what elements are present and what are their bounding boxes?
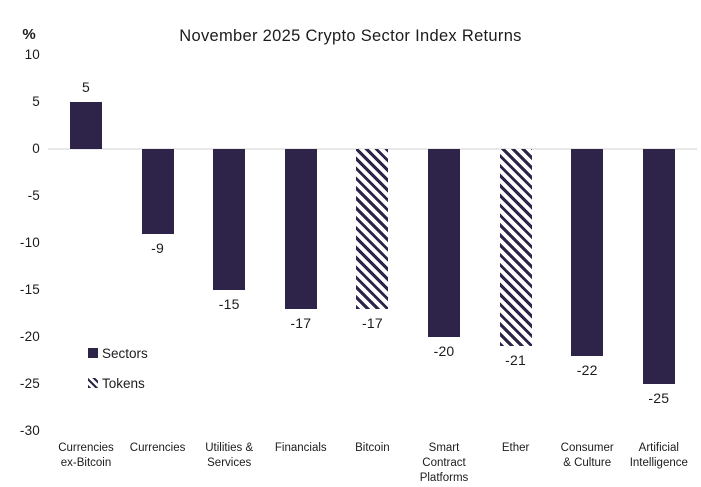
bar-ether	[499, 149, 532, 347]
bar-value-label: -20	[433, 343, 455, 359]
x-axis-label: Financials	[274, 442, 327, 454]
y-axis-tick-label: -15	[19, 282, 40, 297]
bar-value-label: -17	[361, 314, 383, 331]
legend-item-tokens: Tokens	[88, 374, 148, 392]
y-axis-tick-label: -20	[19, 329, 40, 344]
bar-consumer-culture	[571, 149, 604, 356]
x-axis-label: Bitcoin	[355, 442, 390, 454]
bar-bitcoin	[356, 149, 389, 309]
bar-value-label: -15	[218, 296, 240, 312]
y-axis-tick-label: -30	[19, 423, 40, 438]
bar-value-label: 5	[82, 79, 90, 95]
bar-utilities-services	[213, 149, 246, 290]
bar-smart-contract-platforms	[428, 149, 460, 337]
y-axis-tick-label: -5	[27, 188, 40, 203]
y-axis-tick-label: -25	[19, 376, 40, 391]
chart-title: November 2025 Crypto Sector Index Return…	[179, 27, 522, 45]
chart-legend: Sectors Tokens	[88, 344, 148, 404]
bar-value-label: -25	[648, 390, 670, 406]
x-axis-label: Currencies	[129, 442, 186, 454]
x-axis-label: Consumer & Culture	[560, 442, 614, 469]
bar-value-label: -21	[505, 352, 527, 369]
tokens-hatched-swatch-icon	[88, 378, 98, 388]
x-axis-label: Artificial Intelligence	[629, 442, 688, 469]
bar-currencies	[141, 149, 174, 234]
bar-value-label: -22	[576, 361, 598, 378]
y-axis-tick-label: 5	[32, 94, 40, 109]
legend-item-sectors: Sectors	[88, 344, 148, 362]
y-axis-tick-label: -10	[19, 235, 40, 250]
bar-currencies-ex-bitcoin	[70, 102, 102, 149]
x-axis-label: Currencies ex-Bitcoin	[58, 442, 114, 469]
y-axis-tick-label: 10	[24, 47, 40, 62]
bar-artificial-intelligence	[642, 149, 675, 384]
sectors-solid-swatch-icon	[88, 348, 98, 358]
y-axis-tick-label: 0	[32, 141, 40, 156]
x-axis-label: Utilities & Services	[205, 442, 254, 469]
y-axis-unit-label: %	[22, 26, 36, 43]
legend-label-sectors: Sectors	[102, 345, 148, 361]
legend-label-tokens: Tokens	[102, 375, 145, 391]
x-axis-label: Ether	[501, 442, 530, 454]
x-axis-label: Smart Contract Platforms	[419, 442, 469, 484]
bar-value-label: -17	[290, 314, 312, 331]
bar-financials	[284, 149, 317, 309]
bar-value-label: -9	[151, 239, 165, 256]
